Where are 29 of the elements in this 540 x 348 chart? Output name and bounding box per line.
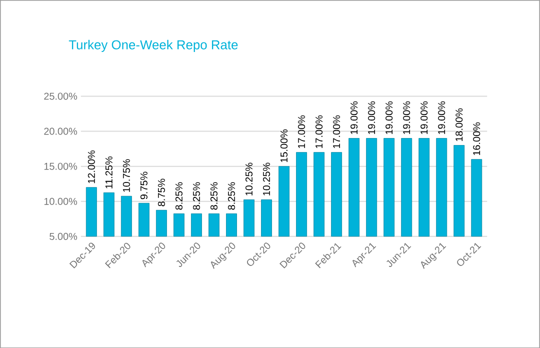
y-tick-label: 25.00% (44, 92, 78, 100)
data-label: 8.25% (210, 182, 218, 210)
data-label: 10.25% (245, 162, 253, 196)
data-label: 16.00% (473, 122, 480, 155)
data-label: 10.75% (122, 159, 130, 192)
data-label: 19.00% (386, 101, 393, 134)
data-label: 10.25% (262, 162, 270, 196)
data-label: 19.00% (403, 101, 410, 134)
y-tick-label: 5.00% (50, 232, 78, 240)
data-label: 8.25% (228, 182, 236, 210)
data-label: 17.00% (333, 115, 340, 148)
data-label: 17.00% (316, 115, 323, 148)
data-label: 19.00% (350, 101, 358, 134)
data-label: 15.00% (280, 129, 288, 162)
data-label: 19.00% (438, 101, 446, 134)
data-label: 18.00% (456, 108, 463, 141)
data-label: 9.75% (140, 172, 148, 200)
data-label: 19.00% (368, 101, 376, 134)
data-label: 11.25% (105, 156, 112, 188)
chart-title: Turkey One-Week Repo Rate (68, 40, 238, 52)
data-label: 8.75% (158, 178, 165, 206)
data-label: 19.00% (420, 101, 428, 134)
y-tick-label: 15.00% (44, 162, 78, 170)
data-label: 8.25% (175, 182, 182, 210)
data-label: 8.25% (192, 182, 200, 210)
data-label: 17.00% (298, 115, 306, 148)
y-tick-label: 20.00% (44, 128, 78, 135)
data-label: 12.00% (88, 150, 95, 183)
y-tick-label: 10.00% (44, 198, 78, 205)
